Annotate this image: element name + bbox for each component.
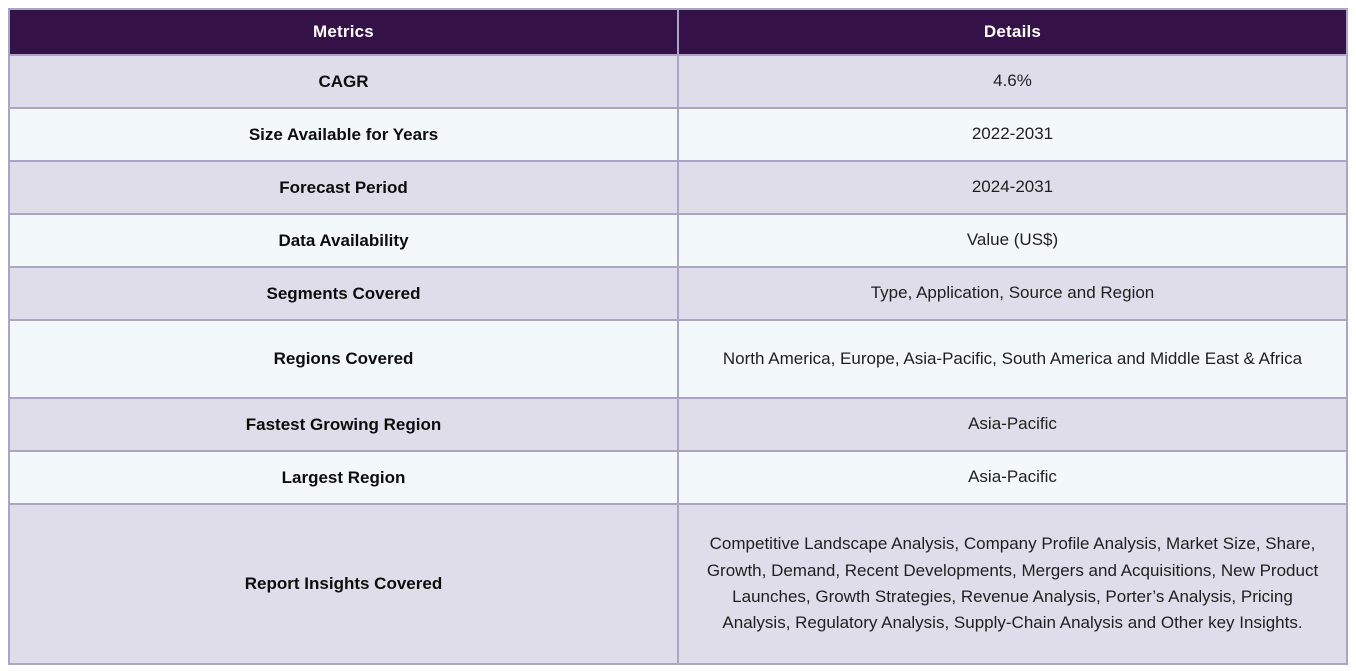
detail-cell: Competitive Landscape Analysis, Company …: [677, 503, 1348, 665]
report-metrics-table: Metrics Details CAGR 4.6% Size Available…: [8, 8, 1348, 665]
detail-text: 2022-2031: [971, 124, 1054, 144]
metric-cell: Fastest Growing Region: [8, 397, 679, 452]
metric-cell: Data Availability: [8, 213, 679, 268]
detail-text: Asia-Pacific: [968, 467, 1057, 487]
table-row-cagr: CAGR 4.6%: [8, 54, 1348, 109]
table-row-regions-covered: Regions Covered North America, Europe, A…: [8, 319, 1348, 399]
header-row: Metrics Details: [8, 8, 1348, 56]
detail-text: Competitive Landscape Analysis, Company …: [706, 534, 1319, 633]
detail-text: Value (US$): [966, 230, 1059, 250]
detail-cell: North America, Europe, Asia-Pacific, Sou…: [677, 319, 1348, 399]
detail-text: North America, Europe, Asia-Pacific, Sou…: [722, 348, 1303, 368]
metric-cell: CAGR: [8, 54, 679, 109]
table-header: Metrics Details: [8, 8, 1348, 56]
table-row-size-available: Size Available for Years 2022-2031: [8, 107, 1348, 162]
detail-cell: 4.6%: [677, 54, 1348, 109]
metric-cell: Regions Covered: [8, 319, 679, 399]
detail-cell: Asia-Pacific: [677, 450, 1348, 505]
table-row-fastest-growing-region: Fastest Growing Region Asia-Pacific: [8, 397, 1348, 452]
table-row-report-insights: Report Insights Covered Competitive Land…: [8, 503, 1348, 665]
metric-cell: Segments Covered: [8, 266, 679, 321]
metric-cell: Size Available for Years: [8, 107, 679, 162]
detail-cell: 2024-2031: [677, 160, 1348, 215]
table-row-largest-region: Largest Region Asia-Pacific: [8, 450, 1348, 505]
table-row-segments-covered: Segments Covered Type, Application, Sour…: [8, 266, 1348, 321]
metric-cell: Largest Region: [8, 450, 679, 505]
column-header-details: Details: [677, 8, 1348, 56]
metric-cell: Report Insights Covered: [8, 503, 679, 665]
detail-text: Asia-Pacific: [968, 414, 1057, 434]
metric-cell: Forecast Period: [8, 160, 679, 215]
detail-cell: 2022-2031: [677, 107, 1348, 162]
table-body: CAGR 4.6% Size Available for Years 2022-…: [8, 54, 1348, 665]
table-row-forecast-period: Forecast Period 2024-2031: [8, 160, 1348, 215]
detail-text: Type, Application, Source and Region: [870, 283, 1155, 303]
detail-cell: Asia-Pacific: [677, 397, 1348, 452]
detail-cell: Value (US$): [677, 213, 1348, 268]
table-row-data-availability: Data Availability Value (US$): [8, 213, 1348, 268]
detail-cell: Type, Application, Source and Region: [677, 266, 1348, 321]
detail-text: 4.6%: [993, 71, 1032, 91]
detail-text: 2024-2031: [971, 177, 1054, 197]
column-header-metrics: Metrics: [8, 8, 679, 56]
